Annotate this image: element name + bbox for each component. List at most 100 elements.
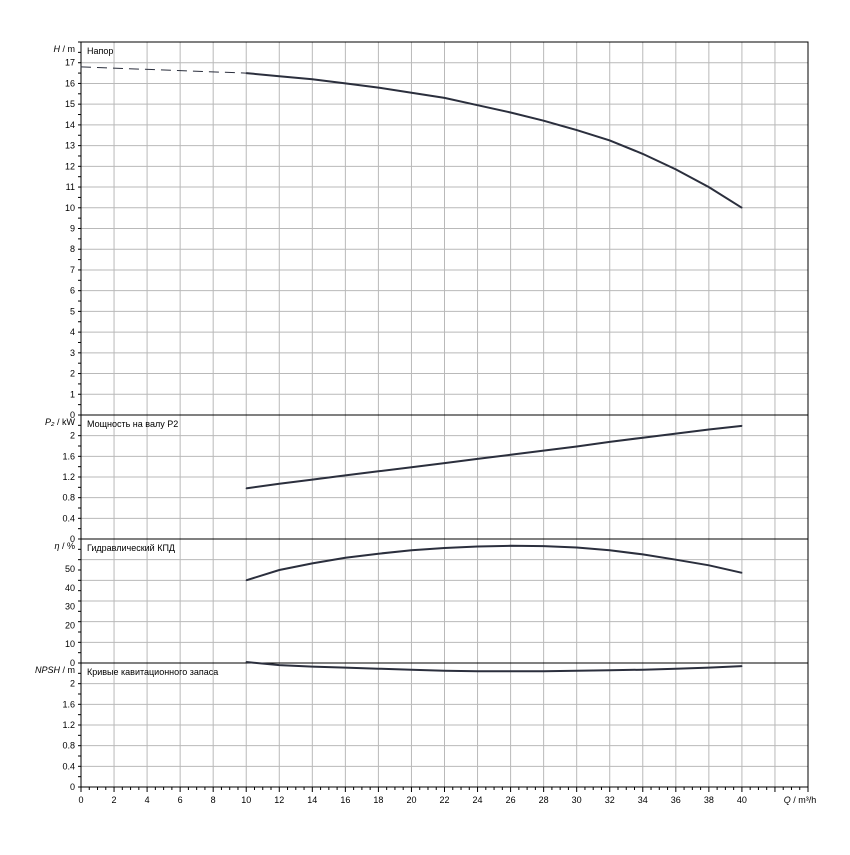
- data-point: [245, 487, 247, 489]
- y-axis-separator: /: [54, 417, 62, 427]
- panel-title: Мощность на валу P2: [87, 419, 178, 429]
- x-tick-label: 34: [638, 795, 648, 805]
- series-line-2: [246, 72, 743, 209]
- x-tick-label: 22: [439, 795, 449, 805]
- x-tick-label: 24: [473, 795, 483, 805]
- y-tick-label: 0.4: [62, 761, 75, 771]
- x-tick-label: 6: [178, 795, 183, 805]
- data-point: [509, 111, 512, 114]
- data-point: [741, 572, 743, 574]
- x-tick-label: 28: [539, 795, 549, 805]
- data-point: [543, 450, 545, 452]
- data-point: [245, 579, 247, 581]
- y-tick-label: 30: [65, 602, 75, 612]
- y-tick-label: 5: [70, 306, 75, 316]
- data-point: [443, 547, 446, 549]
- y-tick-label: 0: [70, 658, 75, 668]
- panel-2: P₂ / kW: [45, 414, 809, 540]
- data-point: [708, 564, 710, 566]
- y-axis-separator: /: [60, 665, 68, 675]
- data-point: [377, 553, 380, 555]
- y-tick-label: 2: [70, 369, 75, 379]
- panel-title: Кривые кавитационного запаса: [87, 667, 218, 677]
- y-tick-label: 1.2: [62, 720, 75, 730]
- data-point: [609, 441, 611, 443]
- y-axis-label: P₂ / kW: [45, 417, 75, 427]
- y-tick-label: 0: [70, 534, 75, 544]
- y-axis-variable: H: [53, 44, 60, 54]
- panel-4: NPSH / m: [35, 661, 809, 788]
- panel-title: Напор: [87, 46, 113, 56]
- data-point: [675, 559, 677, 561]
- data-point: [410, 669, 413, 671]
- data-point: [476, 670, 479, 672]
- y-tick-label: 1.2: [62, 472, 75, 482]
- data-point: [576, 129, 578, 131]
- data-point: [642, 153, 644, 155]
- y-tick-label: 9: [70, 224, 75, 234]
- data-point: [675, 668, 677, 670]
- data-point: [278, 483, 280, 485]
- y-tick-label: 1.6: [62, 699, 75, 709]
- y-axis-label: η / %: [54, 541, 75, 551]
- data-point: [543, 670, 545, 672]
- data-point: [675, 168, 677, 171]
- x-axis-separator: /: [791, 795, 799, 805]
- y-axis-separator: /: [60, 44, 68, 54]
- y-tick-label: 2: [70, 679, 75, 689]
- y-axis-separator: /: [59, 541, 67, 551]
- data-point: [377, 86, 380, 89]
- x-axis-variable: Q: [784, 795, 791, 805]
- y-axis-variable: η: [54, 541, 59, 551]
- data-point: [443, 670, 446, 672]
- y-tick-label: 20: [65, 620, 75, 630]
- data-point: [476, 545, 479, 548]
- y-tick-label: 40: [65, 583, 75, 593]
- y-axis-variable: P₂: [45, 417, 55, 427]
- y-tick-label: 0.4: [62, 513, 75, 523]
- data-point: [245, 661, 247, 663]
- series-line-1: [80, 66, 247, 74]
- x-tick-label: 18: [373, 795, 383, 805]
- y-tick-label: 50: [65, 564, 75, 574]
- y-axis-unit: kW: [62, 417, 76, 427]
- data-point: [642, 437, 644, 439]
- x-axis-unit: m³/h: [798, 795, 816, 805]
- data-point: [278, 75, 280, 77]
- data-point: [741, 207, 743, 209]
- data-point: [377, 668, 380, 670]
- y-tick-label: 17: [65, 58, 75, 68]
- panel-3: η / %: [54, 538, 809, 664]
- data-point: [80, 66, 82, 68]
- y-tick-label: 2: [70, 431, 75, 441]
- data-point: [609, 139, 611, 142]
- x-tick-label: 36: [671, 795, 681, 805]
- data-point: [311, 666, 313, 668]
- x-tick-label: 20: [406, 795, 416, 805]
- y-tick-label: 15: [65, 99, 75, 109]
- series-line-1: [245, 544, 743, 582]
- data-point: [708, 667, 710, 669]
- data-point: [443, 97, 446, 99]
- data-point: [642, 553, 644, 556]
- series-line-1: [246, 424, 743, 490]
- y-tick-label: 6: [70, 286, 75, 296]
- y-tick-label: 8: [70, 244, 75, 254]
- y-tick-label: 0.8: [62, 493, 75, 503]
- y-tick-label: 1.6: [62, 451, 75, 461]
- x-tick-label: 4: [145, 795, 150, 805]
- x-tick-label: 38: [704, 795, 714, 805]
- data-point: [509, 545, 512, 547]
- data-point: [576, 445, 578, 448]
- y-axis-label: NPSH / m: [35, 665, 75, 675]
- data-point: [642, 669, 644, 671]
- data-point: [410, 549, 413, 551]
- data-point: [609, 669, 611, 671]
- x-tick-label: 26: [506, 795, 516, 805]
- data-point: [311, 78, 313, 80]
- data-point: [377, 470, 380, 472]
- data-point: [509, 454, 512, 456]
- data-point: [245, 72, 247, 74]
